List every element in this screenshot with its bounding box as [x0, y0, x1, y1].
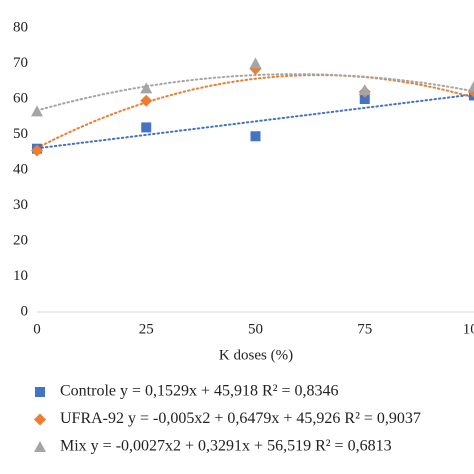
- y-tick-label: 70: [13, 55, 28, 71]
- marker: [140, 94, 153, 107]
- legend-marker: [34, 441, 46, 452]
- y-tick-label: 0: [21, 303, 29, 319]
- x-axis-title: K doses (%): [219, 347, 293, 363]
- marker: [140, 82, 153, 94]
- x-tick-label: 100: [463, 321, 474, 337]
- trendline: [36, 93, 474, 150]
- x-tick-label: 0: [33, 321, 41, 337]
- y-tick-label: 10: [13, 268, 28, 284]
- y-tick-label: 60: [13, 90, 28, 106]
- y-tick-label: 50: [13, 126, 28, 142]
- legend-marker: [34, 413, 46, 426]
- marker: [31, 144, 43, 157]
- marker: [359, 94, 370, 104]
- y-tick-label: 20: [13, 232, 28, 248]
- x-tick-label: 75: [357, 321, 372, 337]
- marker: [358, 84, 371, 96]
- y-tick-label: 80: [13, 19, 28, 35]
- x-tick-label: 50: [248, 321, 263, 337]
- marker: [468, 80, 474, 92]
- legend-label: Controle y = 0,1529x + 45,918 R² = 0,834…: [60, 383, 339, 400]
- legend-marker: [35, 387, 45, 397]
- legend-label: UFRA-92 y = -0,005x2 + 0,6479x + 45,926 …: [60, 410, 421, 427]
- marker: [31, 105, 43, 117]
- y-tick-label: 30: [13, 197, 28, 213]
- legend-label: Mix y = -0,0027x2 + 0,3291x + 56,519 R² …: [60, 438, 392, 455]
- marker: [250, 131, 261, 142]
- x-tick-label: 25: [139, 321, 154, 337]
- marker: [141, 122, 152, 133]
- y-tick-label: 40: [13, 161, 28, 177]
- marker: [249, 57, 262, 69]
- trendline: [36, 73, 474, 112]
- marker: [469, 90, 474, 101]
- marker: [249, 62, 262, 75]
- trendline: [36, 74, 474, 149]
